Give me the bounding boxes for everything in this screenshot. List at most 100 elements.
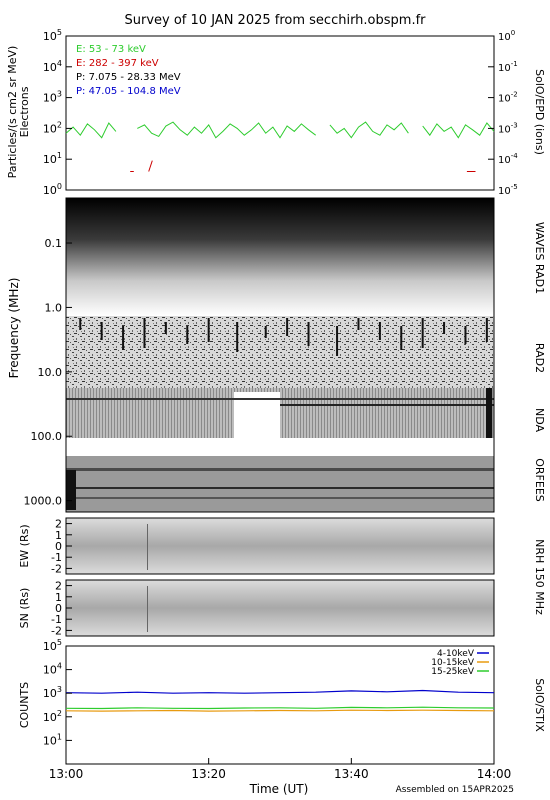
sn-ylabel: SN (Rs)	[18, 588, 31, 629]
rad-burst-mark	[464, 326, 467, 344]
nrh-ew-streak	[147, 524, 148, 570]
rad-burst-mark	[286, 318, 289, 336]
stix-xlabel: Time (UT)	[249, 782, 309, 796]
epd-ytick-right-label: 10-5	[498, 183, 518, 197]
epd-ytick-left-label: 104	[43, 59, 62, 74]
stix-ytick-label: 102	[43, 709, 62, 724]
stix-legend-entry: 10-15keV	[431, 658, 475, 668]
epd-ytick-left-label: 105	[43, 28, 62, 43]
stix-panel: 101 102 103 104 105 13:00 13:20 13:40 14:00 4-1…	[18, 638, 546, 796]
stix-xtick-label: 13:40	[334, 767, 369, 781]
stix-series-line	[65, 706, 495, 710]
nda-edge	[486, 388, 492, 438]
rad1-label: WAVES RAD1	[533, 222, 546, 294]
rad2-band	[66, 316, 494, 388]
stix-ylabel: COUNTS	[18, 682, 31, 728]
rad-burst-mark	[143, 318, 146, 348]
spectro-ytick-label: 0.1	[45, 237, 63, 250]
epd-legend-entry: P: 7.075 - 28.33 MeV	[76, 72, 181, 83]
stix-xtick-label: 14:00	[477, 767, 512, 781]
ew-ytick-label: -1	[51, 551, 62, 564]
rad-burst-mark	[79, 318, 82, 330]
rad-burst-mark	[336, 326, 339, 356]
epd-ytick-right-label: 100	[498, 29, 515, 43]
stix-ytick-label: 101	[43, 732, 62, 747]
epd-legend-entry: E: 53 - 73 keV	[76, 44, 146, 55]
nda-label: NDA	[533, 408, 546, 433]
epd-plot-frame	[65, 35, 495, 191]
epd-legend: E: 53 - 73 keV E: 282 - 397 keV P: 7.075 -…	[76, 44, 181, 97]
epd-ytick-left-label: 103	[43, 90, 62, 105]
rad-burst-mark	[400, 326, 403, 350]
rad-burst-mark	[485, 318, 488, 342]
rad1-band	[66, 198, 494, 316]
stix-series-line	[65, 689, 495, 694]
epd-legend-entry: E: 282 - 397 keV	[76, 58, 159, 69]
nda-line-1	[66, 398, 494, 400]
assembled-footer: Assembled on 15APR2025	[396, 785, 514, 795]
rad-burst-mark	[357, 318, 360, 330]
ew-ytick-label: -2	[51, 562, 62, 575]
stix-plot-frame	[65, 645, 495, 765]
spectro-gap	[66, 438, 494, 456]
epd-yticks-left: 100 101 102 103 104 105	[43, 28, 72, 197]
epd-series-line	[65, 121, 495, 139]
ew-ytick-label: 0	[55, 540, 62, 553]
chart-title: Survey of 10 JAN 2025 from secchirh.obsp…	[125, 13, 427, 28]
stix-ytick-label: 104	[43, 662, 62, 677]
rad-burst-mark	[164, 322, 167, 334]
stix-xtick-label: 13:20	[191, 767, 226, 781]
orfees-band	[66, 456, 494, 512]
stix-ylabel-right: SolO/STIX	[533, 678, 546, 732]
epd-ytick-right-label: 10-2	[498, 91, 518, 105]
nrh-ew-image	[66, 518, 494, 574]
epd-ylabel-left2: Electrons	[18, 86, 31, 137]
nrh-label: NRH 150 MHz	[533, 539, 546, 615]
spectro-yticks: 0.1 1.0 10.0 100.0 1000.0	[24, 237, 72, 508]
orfees-start	[66, 470, 76, 510]
nrh-sn-image	[66, 580, 494, 636]
epd-ylabel-left: Particles/(s cm2 sr MeV)	[6, 46, 19, 179]
sn-ytick-label: 0	[55, 602, 62, 615]
epd-series-line	[130, 160, 476, 172]
sn-ytick-label: -1	[51, 613, 62, 626]
ew-ylabel: EW (Rs)	[18, 524, 31, 567]
rad-burst-mark	[378, 322, 381, 340]
spectro-ytick-label: 1000.0	[24, 495, 63, 508]
spectrogram-panel: 0.1 1.0 10.0 100.0 1000.0 Frequency (MHz) WA…	[7, 197, 546, 513]
stix-legend-entry: 15-25keV	[431, 667, 475, 677]
ew-ytick-label: 1	[55, 529, 62, 542]
nda-line-2	[280, 404, 494, 406]
stix-ytick-label: 105	[43, 638, 62, 653]
stix-xtick-label: 13:00	[49, 767, 84, 781]
epd-ytick-right-label: 10-3	[498, 121, 518, 135]
stix-ytick-label: 103	[43, 685, 62, 700]
epd-legend-entry: P: 47.05 - 104.8 MeV	[76, 86, 181, 97]
epd-ylabel-right: SolO/EPD (ions)	[533, 69, 546, 155]
rad-burst-mark	[307, 322, 310, 346]
rad-burst-mark	[264, 326, 267, 338]
rad-burst-mark	[122, 326, 125, 350]
rad-burst-group	[79, 318, 488, 356]
spectro-frame	[65, 197, 495, 513]
stix-yticks: 101 102 103 104 105	[43, 638, 72, 747]
rad2-label: RAD2	[533, 343, 546, 373]
orfees-line-1	[66, 468, 494, 471]
orfees-label: ORFEES	[533, 458, 546, 502]
epd-series-group	[65, 121, 495, 172]
epd-yticks-right: 10-5 10-4 10-3 10-2 10-1 100	[488, 29, 518, 197]
spectro-ytick-label: 1.0	[45, 301, 63, 314]
epd-ytick-left-label: 102	[43, 120, 62, 135]
nrh-sn-streak	[147, 586, 148, 632]
ew-ytick-label: 2	[55, 518, 62, 531]
stix-series-line	[65, 709, 495, 712]
rad-burst-mark	[100, 322, 103, 340]
epd-ytick-right-label: 10-1	[498, 60, 518, 74]
